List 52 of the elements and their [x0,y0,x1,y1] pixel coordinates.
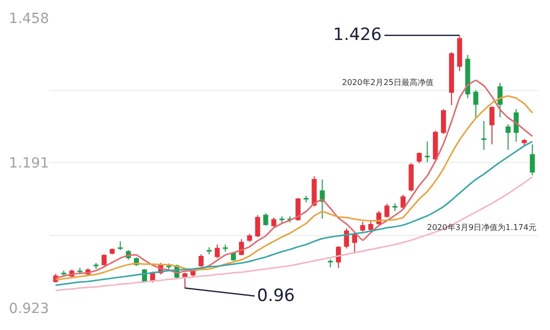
candlestick [118,240,123,250]
y-tick-label: 0.923 [8,300,49,317]
candlestick [198,254,204,268]
candlestick [506,124,511,150]
candlestick [206,246,212,255]
candlestick [222,244,228,252]
annotation: 2020年3月9日净值为1.174元 [427,223,536,232]
candlestick [214,244,220,259]
candlestick [102,254,107,266]
candlestick [408,162,414,192]
candlestick [530,144,535,176]
candlestick [352,232,358,253]
candlestick [449,52,454,106]
candlestick [392,202,398,212]
candlestick [328,258,333,268]
candlestick [94,262,99,270]
candlestick [457,34,462,72]
candlestick [360,221,366,232]
candlestick [344,228,349,249]
candlestick [279,216,284,224]
y-tick-label: 1.191 [8,156,49,172]
candlestick [432,130,438,161]
candlestick [182,272,188,288]
candlestick [473,90,478,120]
candlestick [489,106,494,145]
candlestick [263,212,268,226]
candlestick [336,246,341,268]
candlestick [247,233,252,242]
candlestick [61,270,66,277]
candlestick [440,108,446,134]
candlestick [320,179,325,220]
candlestick [230,252,236,262]
candlestick [368,220,374,231]
candlestick [498,82,503,118]
annotation: 0.96 [257,286,295,306]
candlestick [424,141,430,163]
candlestick [481,120,486,150]
candlestick [514,108,519,142]
candlestick [400,194,406,210]
candlestick [296,197,301,222]
candlestick [304,195,309,203]
candlestick [110,248,115,255]
candlestick [416,152,422,164]
candlestick [312,176,317,208]
candlestick [465,54,470,99]
candlestick [384,203,390,218]
candlestick [271,216,276,228]
annotation: 2020年2月25日最高净值 [342,78,434,87]
annotation: 1.426 [333,25,382,45]
candlestick [77,267,82,275]
candlestick [255,214,260,238]
y-tick-label: 1.458 [8,10,49,27]
